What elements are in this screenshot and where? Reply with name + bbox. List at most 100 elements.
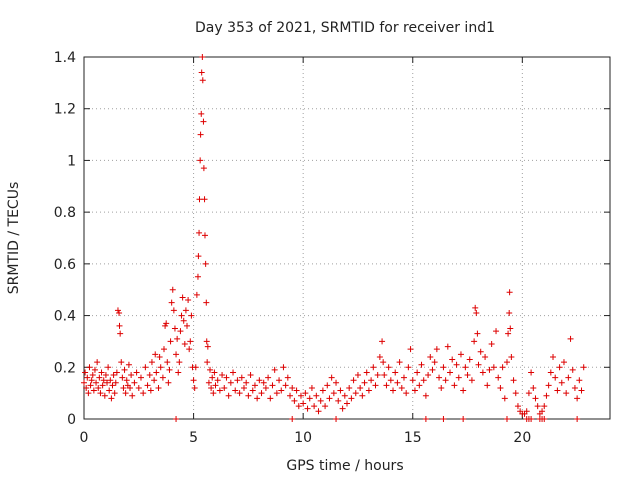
data-point (414, 369, 421, 376)
data-point (293, 387, 300, 394)
data-point (210, 390, 217, 397)
x-tick-label: 20 (513, 430, 531, 446)
data-point (383, 382, 390, 389)
data-point (503, 359, 510, 366)
data-point (499, 364, 506, 371)
data-point (165, 379, 172, 386)
data-point (472, 304, 479, 311)
data-point (429, 366, 436, 373)
data-point (370, 364, 377, 371)
data-point (486, 366, 493, 373)
data-point (102, 372, 109, 379)
data-point (230, 369, 237, 376)
data-point (135, 384, 142, 391)
data-point (556, 364, 563, 371)
data-point (238, 374, 245, 381)
data-point (200, 118, 207, 125)
data-point (116, 309, 123, 316)
data-point (107, 377, 114, 384)
y-axis-label: SRMTID / TECUs (6, 182, 22, 295)
data-point (208, 384, 215, 391)
data-point (100, 377, 107, 384)
data-point (111, 390, 118, 397)
data-point (164, 359, 171, 366)
data-point (198, 110, 205, 117)
y-tick-label: 0.4 (54, 309, 76, 325)
y-tick-label: 1.4 (54, 50, 76, 66)
data-point (495, 374, 502, 381)
data-point (186, 346, 193, 353)
y-tick-label: 0.2 (54, 360, 76, 376)
data-point (89, 372, 96, 379)
data-point (372, 382, 379, 389)
data-point (477, 348, 484, 355)
data-point (473, 309, 480, 316)
data-point (300, 400, 307, 407)
data-point (178, 312, 185, 319)
data-point (311, 403, 318, 410)
data-point (416, 382, 423, 389)
data-point (488, 341, 495, 348)
data-point (174, 335, 181, 342)
data-point (195, 253, 202, 260)
data-point (315, 408, 322, 415)
data-point (280, 364, 287, 371)
data-point (324, 382, 331, 389)
data-point (133, 369, 140, 376)
data-point (436, 374, 443, 381)
data-point (140, 390, 147, 397)
data-point (96, 374, 103, 381)
data-point (247, 372, 254, 379)
data-point (506, 289, 513, 296)
data-point (507, 325, 514, 332)
data-point (543, 392, 550, 399)
data-point (128, 372, 135, 379)
data-point (403, 390, 410, 397)
data-point (187, 338, 194, 345)
data-point (267, 395, 274, 402)
data-point (558, 379, 565, 386)
data-point (184, 322, 191, 329)
data-point (451, 382, 458, 389)
data-point (335, 397, 342, 404)
data-point (427, 353, 434, 360)
data-point (512, 390, 519, 397)
data-point (137, 374, 144, 381)
data-point (354, 372, 361, 379)
chart-title: Day 353 of 2021, SRMTID for receiver ind… (195, 20, 495, 36)
data-point (385, 364, 392, 371)
data-point (398, 384, 405, 391)
data-point (212, 382, 219, 389)
data-point (308, 384, 315, 391)
data-point (449, 356, 456, 363)
data-point (462, 364, 469, 371)
zero-data-point (333, 416, 340, 422)
plot-frame (83, 56, 611, 420)
data-point (322, 403, 329, 410)
data-point (147, 387, 154, 394)
data-point (81, 379, 87, 386)
data-point (278, 387, 285, 394)
data-point (82, 369, 89, 376)
data-point (407, 346, 414, 353)
data-point (142, 364, 149, 371)
data-point (457, 351, 464, 358)
data-point (151, 377, 158, 384)
data-points (81, 54, 587, 422)
y-tick-label: 1 (67, 153, 76, 169)
data-point (162, 322, 169, 329)
data-point (514, 403, 521, 410)
data-point (97, 390, 104, 397)
data-point (157, 364, 164, 371)
data-point (497, 384, 504, 391)
data-point (433, 346, 440, 353)
data-point (333, 379, 340, 386)
data-point (510, 377, 517, 384)
data-point (175, 369, 182, 376)
data-point (379, 338, 386, 345)
data-point (532, 395, 539, 402)
data-point (200, 165, 207, 172)
data-point (530, 384, 537, 391)
zero-data-point (173, 416, 180, 422)
data-point (146, 372, 153, 379)
